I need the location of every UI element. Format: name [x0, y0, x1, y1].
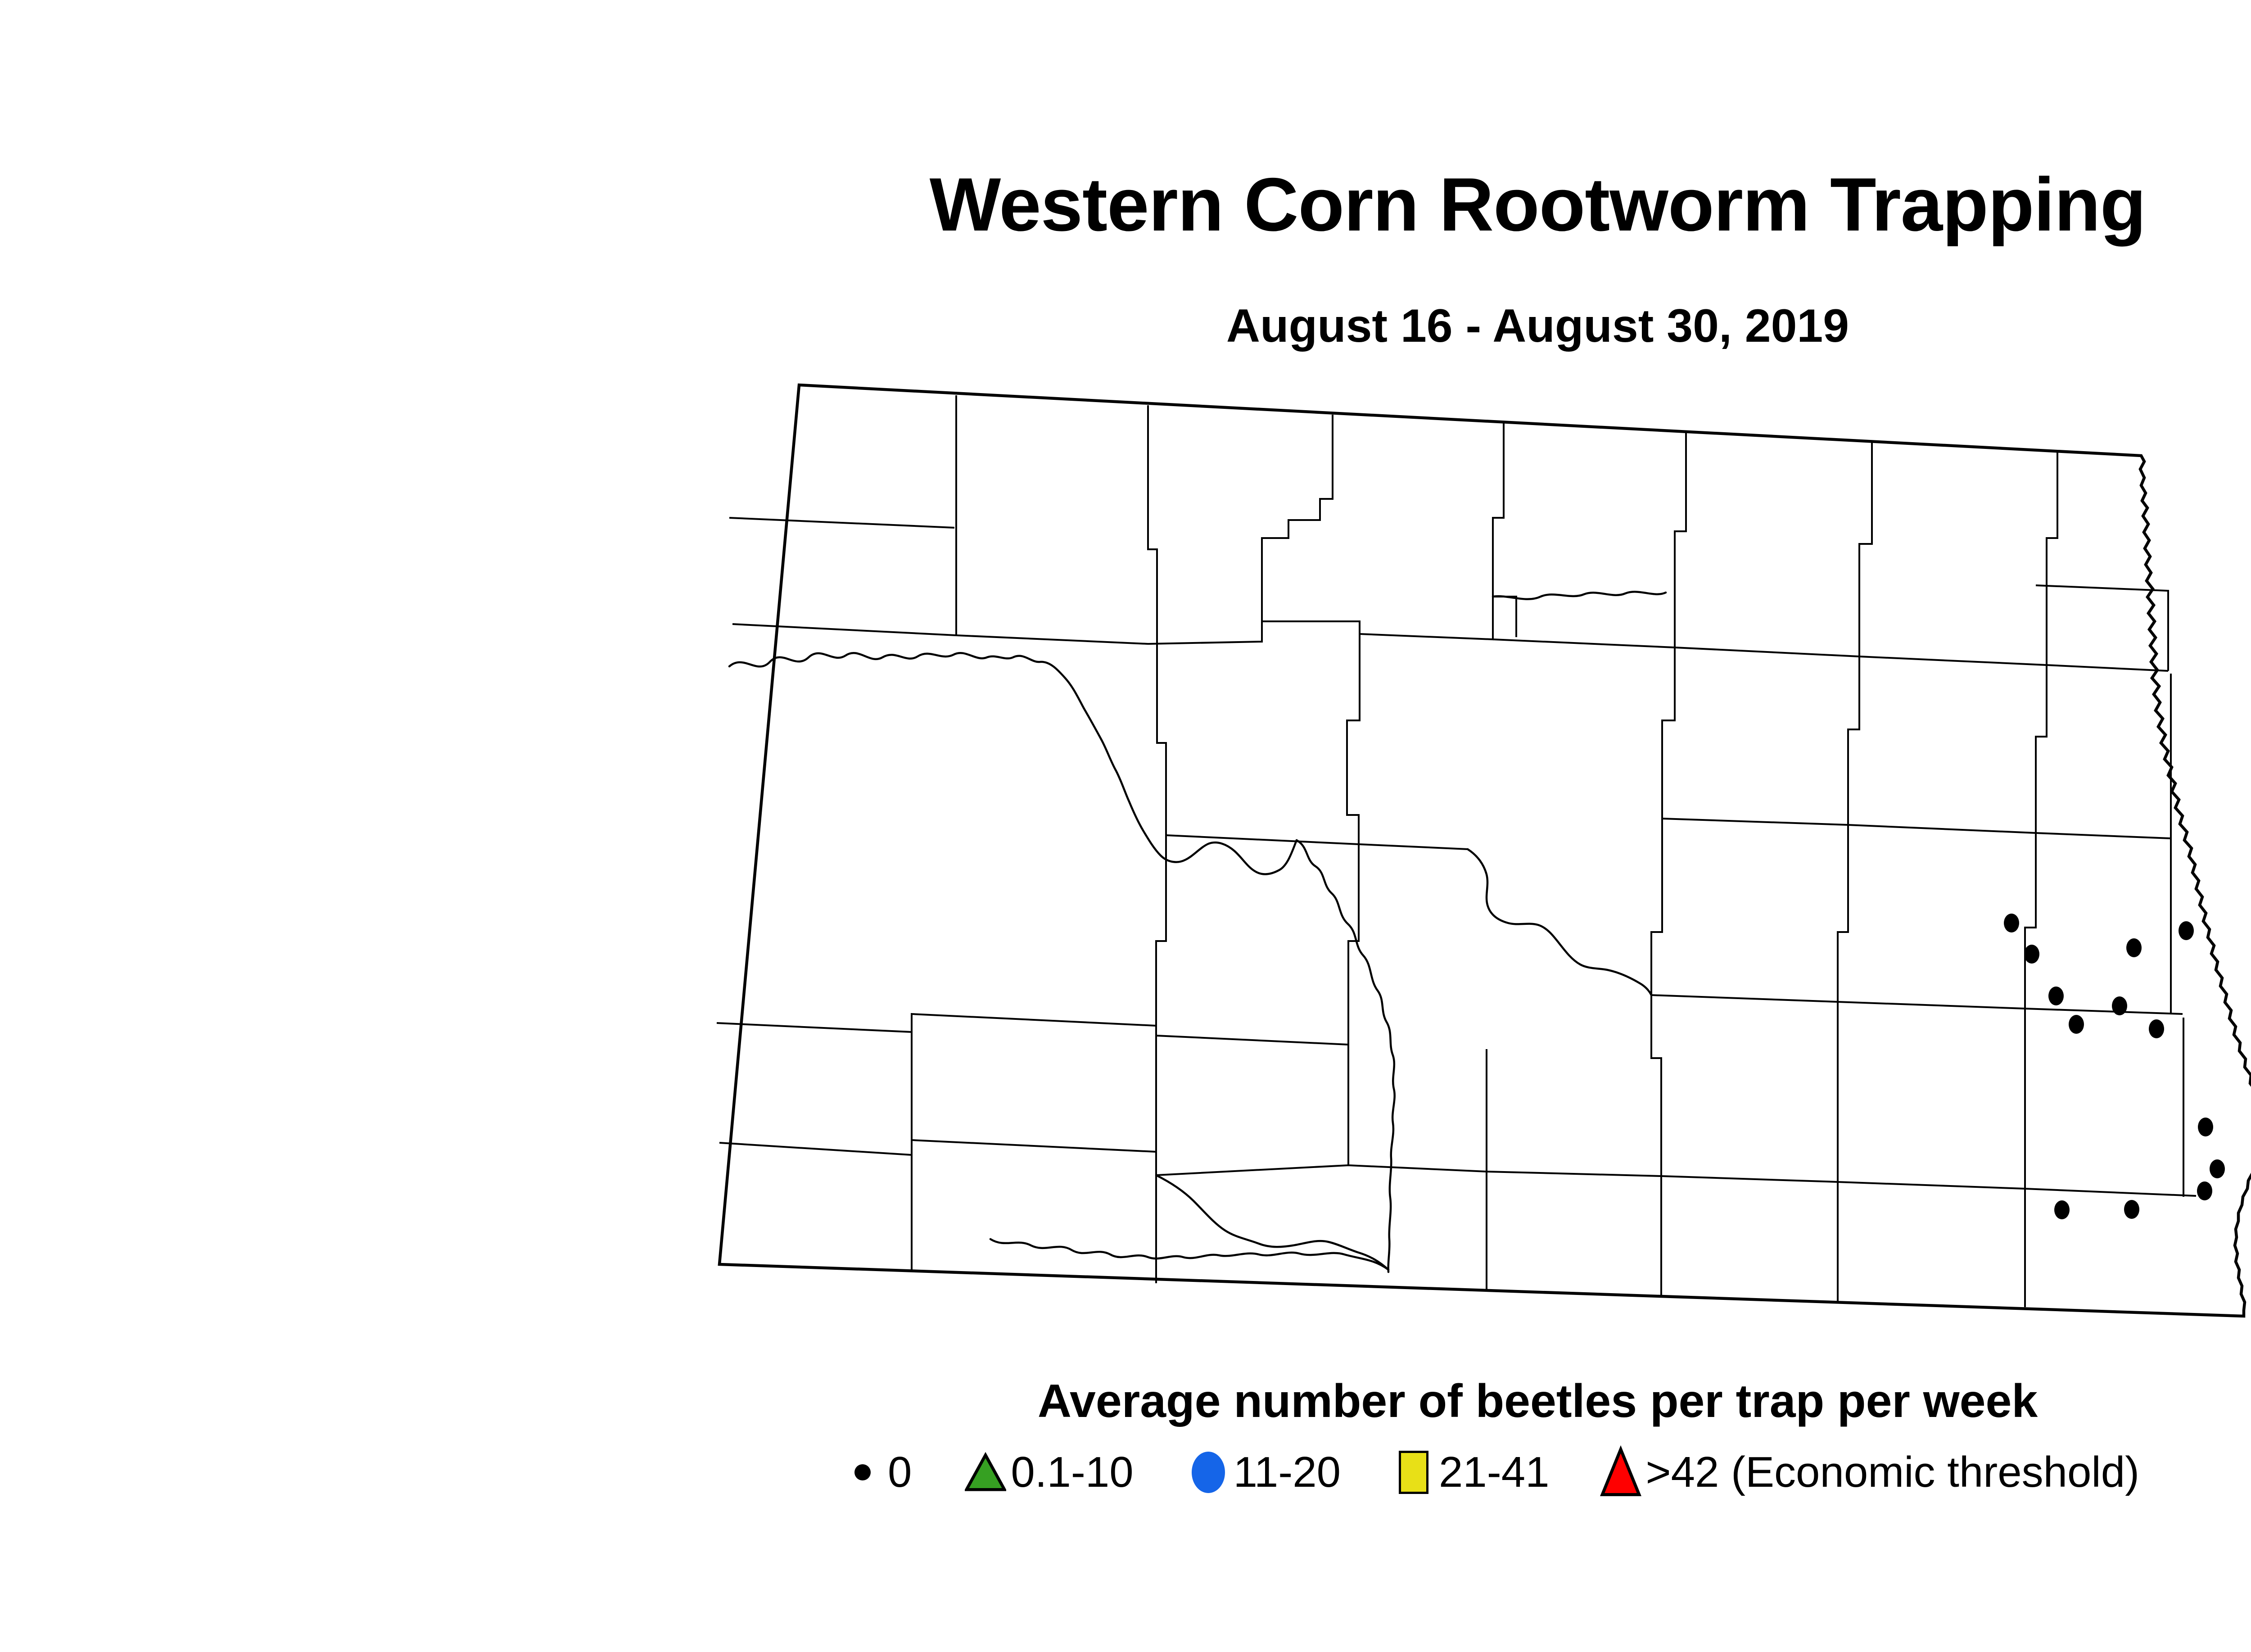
county-line-v-top5 [1674, 433, 1687, 615]
blue-circle-icon [1188, 1448, 1229, 1497]
county-boundaries-group [716, 395, 2197, 1307]
county-line-v-b3c [1650, 819, 1663, 995]
black-dot-icon [842, 1448, 883, 1497]
trap-site-marker [2112, 996, 2127, 1015]
county-line-h5d [1486, 1171, 1662, 1177]
sheyenne-river-trace [1466, 848, 1653, 996]
county-line-h1a [732, 623, 957, 636]
legend-item-high[interactable]: 21-41 [1393, 1439, 1550, 1506]
legend-label-high: 21-41 [1439, 1448, 1550, 1496]
county-line-v-b3b [1347, 844, 1360, 1045]
page-title: Western Corn Rootworm Trapping [929, 162, 2147, 247]
trap-site-marker [2124, 1200, 2139, 1219]
county-line-h2c [1674, 621, 1860, 658]
legend-item-low[interactable]: 0.1-10 [965, 1439, 1134, 1506]
yellow-square-icon [1393, 1448, 1434, 1497]
county-line-v-top2 [1147, 405, 1158, 648]
county-line-v-b2c [1661, 647, 1676, 819]
north-dakota-county-map [702, 369, 2251, 1351]
red-triangle-icon [1600, 1445, 1641, 1497]
trap-site-marker [2149, 1019, 2164, 1038]
county-line-h5a [719, 1142, 912, 1156]
county-line-v-top6 [1858, 442, 1873, 621]
trap-site-marker [2197, 1181, 2212, 1200]
legend-label-low: 0.1-10 [1011, 1448, 1134, 1496]
county-line-h5f [1837, 1181, 2025, 1190]
trap-site-marker [2024, 945, 2039, 964]
county-line-v-top7 [2046, 452, 2058, 628]
county-line-h5b [911, 1139, 1157, 1155]
county-line-v-top3 [1261, 415, 1333, 642]
county-line-h5c [1156, 1164, 1487, 1176]
legend-label-threshold: >42 (Economic threshold) [1645, 1448, 2140, 1496]
county-line-h4e [1837, 1001, 2025, 1009]
county-line-v-b3e [2024, 833, 2037, 1009]
trap-points-group [2004, 914, 2225, 1219]
legend-label-mid: 11-20 [1233, 1448, 1341, 1496]
county-line-v-b2e [2035, 665, 2048, 833]
legend: 0 0.1-10 11-20 21-41 [842, 1439, 2139, 1506]
legend-item-threshold[interactable]: >42 (Economic threshold) [1600, 1439, 2140, 1506]
county-line-h3a [1166, 834, 1359, 845]
county-line-h5g [2025, 1188, 2197, 1197]
devils-lake-shoreline [1492, 591, 1667, 600]
trap-site-marker [2054, 1200, 2070, 1219]
county-line-nw-div [729, 517, 955, 529]
county-line-h2 [1148, 597, 1494, 645]
legend-title: Average number of beetles per trap per w… [1037, 1375, 2038, 1427]
trap-site-marker [2210, 1159, 2225, 1178]
map-svg [716, 383, 2251, 1318]
county-line-v-b2b [1346, 634, 1361, 855]
county-line-h2e [2046, 664, 2169, 672]
date-range-subtitle: August 16 - August 30, 2019 [1226, 300, 1849, 352]
county-line-h4b [911, 1013, 1157, 1036]
cannonball-river [1155, 1174, 1390, 1271]
county-line-h3d [1848, 824, 2036, 834]
county-line-v-b3a [1155, 835, 1167, 1036]
county-line-h2b [1492, 615, 1676, 649]
county-line-v-b2d [1847, 656, 1860, 824]
trap-site-marker [2004, 914, 2019, 932]
green-triangle-icon [965, 1448, 1007, 1497]
trap-site-marker [2198, 1118, 2213, 1136]
county-line-v-b4e [1650, 995, 1662, 1176]
missouri-river [1295, 839, 1396, 1273]
trap-site-marker [2069, 1015, 2084, 1034]
state-boundary [718, 383, 2251, 1318]
county-line-v-b2a [1156, 648, 1167, 835]
county-line-h3e [2035, 832, 2171, 839]
county-line-h1b [956, 634, 1148, 645]
county-line-h3b [1358, 843, 1468, 850]
county-line-ne-step [2035, 584, 2169, 671]
county-line-v-top4 [1492, 423, 1517, 637]
county-line-v-b3d [1837, 825, 1849, 1002]
county-line-h4f [2025, 1008, 2183, 1015]
trap-site-marker [2126, 938, 2142, 957]
county-line-h4a [716, 1022, 912, 1033]
trap-site-marker [2179, 921, 2194, 940]
legend-label-zero: 0 [888, 1448, 912, 1496]
state-outline-group [718, 383, 2251, 1318]
trap-site-marker [2048, 987, 2064, 1005]
county-line-h2d [1859, 628, 2048, 666]
heart-river [989, 1238, 1390, 1271]
county-line-h3c [1662, 818, 1849, 826]
lake-sakakawea-shoreline [728, 652, 1298, 875]
legend-item-mid[interactable]: 11-20 [1188, 1439, 1341, 1506]
legend-item-zero[interactable]: 0 [842, 1439, 912, 1506]
county-line-h4c [1156, 1035, 1349, 1046]
county-line-h4d [1651, 994, 1838, 1003]
county-line-h5e [1661, 1175, 1838, 1183]
